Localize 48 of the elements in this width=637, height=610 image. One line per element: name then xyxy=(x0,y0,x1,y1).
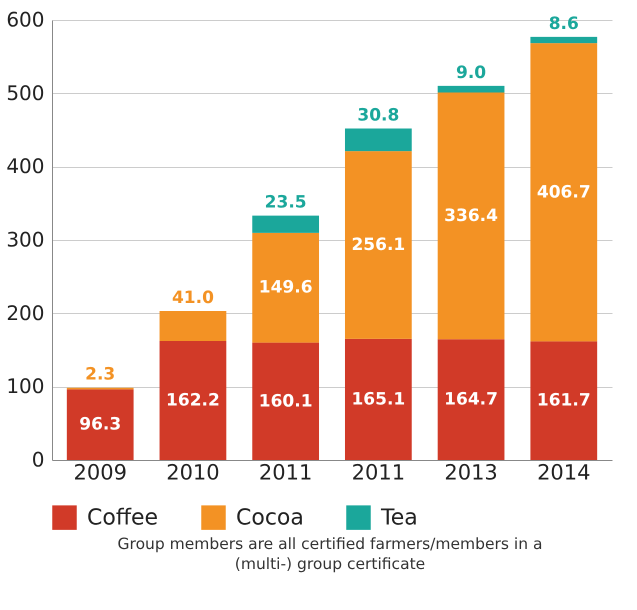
bar xyxy=(66,389,134,460)
bar xyxy=(160,341,226,460)
data-label: 149.6 xyxy=(258,278,313,298)
data-label: 96.3 xyxy=(79,414,122,435)
text: Group members are all certified farmers/members in a (multi-) group certificate xyxy=(116,534,544,574)
x-tick-label: 2010 xyxy=(166,460,220,484)
data-label: 41.0 xyxy=(172,288,214,308)
data-label: 165.1 xyxy=(351,389,406,410)
bar xyxy=(530,341,598,460)
data-label: 406.7 xyxy=(536,182,591,202)
bar xyxy=(252,342,320,460)
x-tick-label: 2011 xyxy=(352,460,406,484)
data-label: 336.4 xyxy=(444,206,498,226)
bar xyxy=(344,338,412,460)
data-label: 30.8 xyxy=(357,106,400,126)
y-tick-label: 500 xyxy=(6,80,44,105)
bar xyxy=(252,232,320,343)
data-label: 23.5 xyxy=(264,192,307,213)
data-label: 162.2 xyxy=(166,390,220,411)
bar xyxy=(344,151,412,339)
legend-label: Cocoa xyxy=(236,506,304,531)
x-tick-label: 2011 xyxy=(258,460,312,484)
x-tick-label: 2014 xyxy=(537,460,591,484)
data-label: 9.0 xyxy=(456,62,486,83)
bar xyxy=(438,339,504,460)
y-tick-label: 0 xyxy=(32,448,44,472)
y-tick-label: 600 xyxy=(6,8,44,32)
data-label: 160.1 xyxy=(258,391,313,412)
bar xyxy=(344,128,412,152)
data-label: 164.7 xyxy=(444,390,498,410)
bar xyxy=(530,36,598,44)
bar xyxy=(438,86,504,93)
bar xyxy=(438,92,504,340)
x-tick-label: 2009 xyxy=(73,460,127,484)
y-tick-label: 400 xyxy=(6,154,44,178)
data-label: 2.3 xyxy=(85,364,116,385)
x-tick-label: 2013 xyxy=(444,460,498,484)
bar xyxy=(160,310,226,342)
legend-label: Tea xyxy=(380,506,418,531)
bar xyxy=(252,216,320,233)
y-tick-label: 200 xyxy=(6,300,44,325)
data-label: 8.6 xyxy=(548,14,579,34)
data-label: 161.7 xyxy=(536,390,591,411)
y-tick-label: 100 xyxy=(6,374,44,398)
data-label: 256.1 xyxy=(351,235,406,256)
bar xyxy=(530,43,598,342)
y-tick-label: 300 xyxy=(6,228,44,252)
legend-label: Coffee xyxy=(87,506,158,531)
